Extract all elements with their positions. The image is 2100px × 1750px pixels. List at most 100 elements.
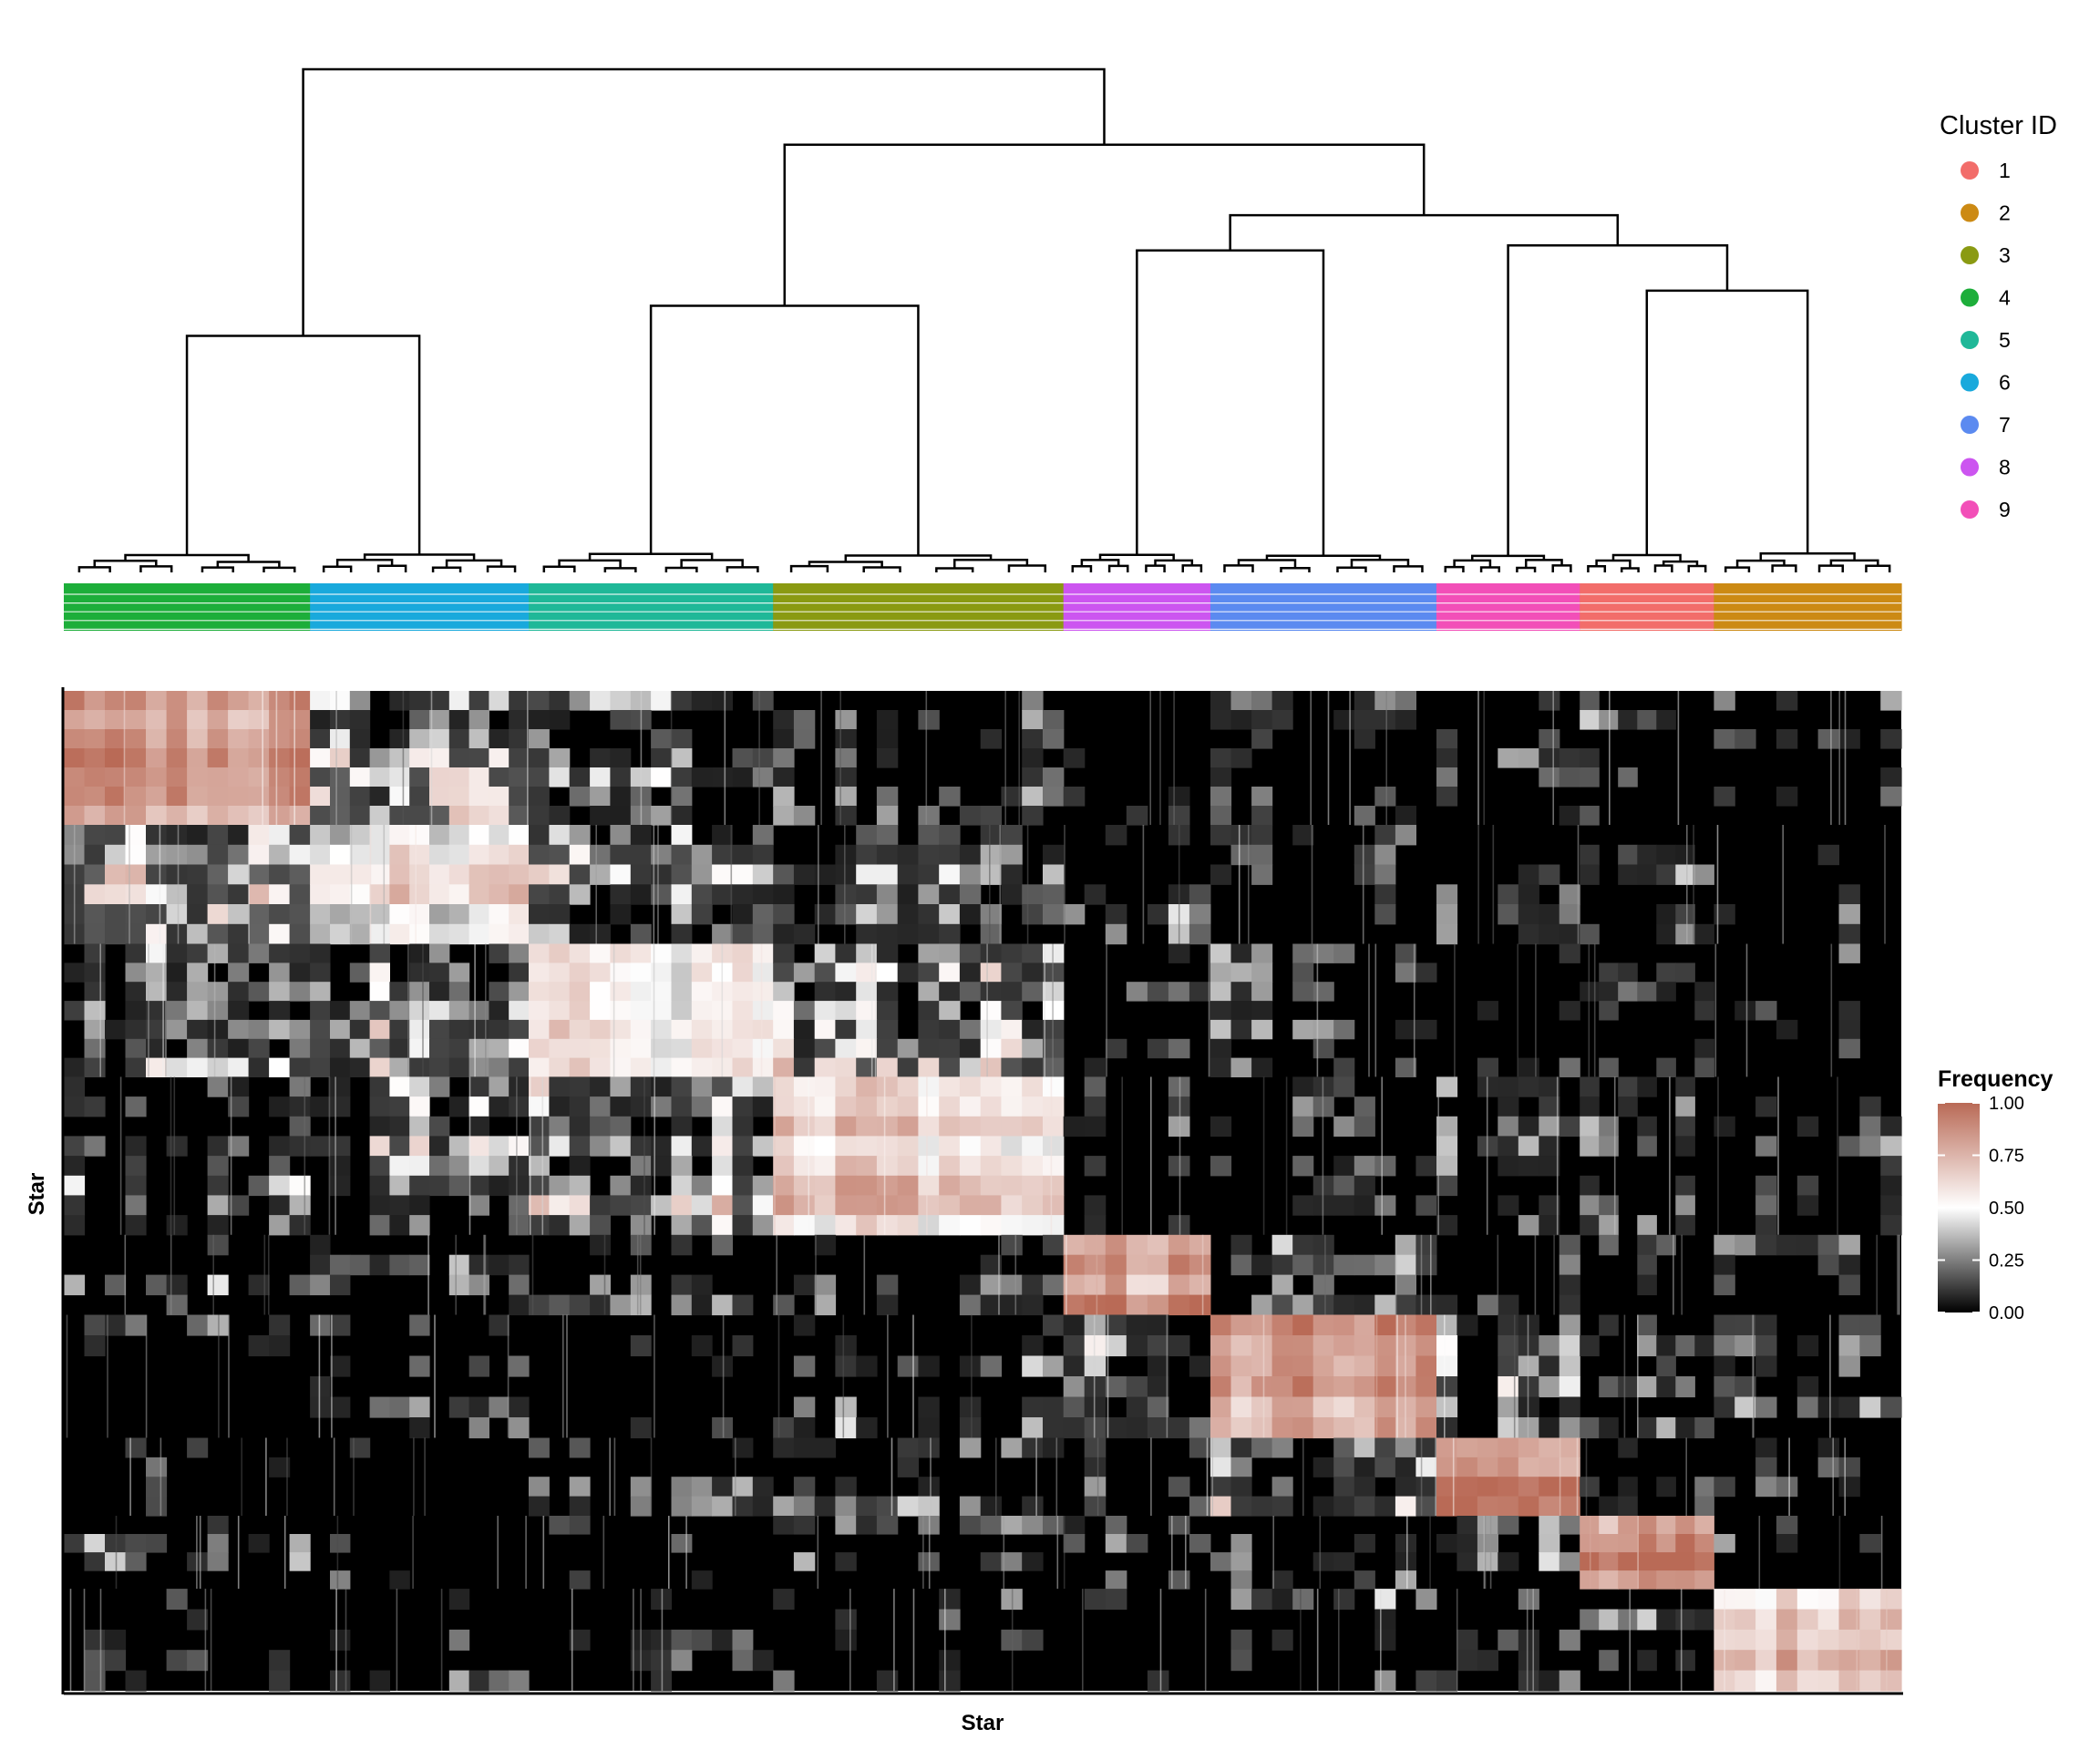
heatmap-block-2-4 (69, 1589, 291, 1692)
heatmap-block-6-1 (1580, 824, 1714, 945)
heatmap-block-1-5 (542, 1516, 713, 1590)
heatmap-block-3-1 (1580, 1076, 1695, 1236)
heatmap-block-5-4 (64, 943, 311, 1077)
heatmap-block-4-6 (310, 691, 530, 826)
heatmap-block-5-6 (310, 943, 530, 1077)
dendrogram-link (322, 565, 353, 572)
legend-key-cluster-1 (1961, 161, 1979, 180)
heatmap-block-2-7 (1230, 1589, 1437, 1692)
heatmap-block-5-9 (1454, 943, 1580, 1077)
dendrogram-link (1771, 564, 1797, 572)
heatmap-block-7-4 (66, 1314, 291, 1438)
legend-label-cluster-6: 6 (1999, 371, 2011, 395)
dendrogram-link (1653, 564, 1673, 572)
heatmap-block-8-5 (529, 1234, 754, 1316)
dendrogram-link (201, 566, 234, 572)
heatmap-block-3-4 (64, 1076, 311, 1236)
heatmap-block-9-3 (773, 1437, 1065, 1517)
dendrogram-link (1181, 564, 1203, 572)
dendrogram-link (262, 566, 296, 572)
dendrogram-link (783, 143, 1426, 306)
heatmap-block-3-8 (1063, 1076, 1190, 1236)
legend-label-cluster-1: 1 (1999, 159, 2011, 182)
dendrogram-link (335, 558, 394, 567)
legend-key-cluster-6 (1961, 373, 1979, 392)
heatmap-block-2-1 (1580, 1589, 1714, 1691)
heatmap-block-3-7 (1210, 1076, 1437, 1235)
heatmap-block-8-8 (1063, 1234, 1211, 1316)
dendrogram-link (1136, 249, 1325, 556)
heatmap-block-1-8 (1063, 1516, 1211, 1590)
heatmap-block-5-2 (1714, 943, 1860, 1077)
heatmap-block-7-5 (562, 1314, 754, 1439)
dendrogram-link (139, 565, 173, 572)
colorbar-tick-label: 0.75 (1989, 1147, 2024, 1167)
heatmap-block-1-2 (1714, 1516, 1883, 1590)
heatmap-block-2-3 (773, 1589, 1044, 1692)
dendrogram-link (1551, 564, 1572, 572)
heatmap-block-6-8 (1063, 824, 1211, 945)
dendrogram-link (1223, 564, 1254, 572)
dendrogram-link (935, 567, 974, 572)
legend-label-cluster-5: 5 (1999, 328, 2011, 352)
heatmap-block-2-9 (1436, 1589, 1580, 1692)
heatmap-block-3-2 (1714, 1076, 1902, 1236)
dendrogram-link (844, 554, 993, 562)
dendrogram-link (664, 566, 698, 572)
dendrogram-link (1280, 567, 1311, 572)
dendrogram-link (542, 565, 576, 572)
heatmap-block-4-5 (529, 691, 774, 826)
heatmap-block-2-6 (330, 1589, 530, 1692)
colorbar-tick-label: 0.00 (1989, 1303, 2024, 1323)
dendrogram-link (808, 561, 883, 568)
dendrogram-link (953, 559, 1029, 569)
heatmap-block-6-9 (1436, 824, 1580, 945)
legend-key-cluster-3 (1961, 246, 1979, 264)
colorbar-tick-label: 0.25 (1989, 1251, 2024, 1271)
heatmap-block-5-3 (773, 943, 1065, 1077)
heatmap-block-6-7 (1210, 824, 1416, 944)
dendrogram-link (1479, 566, 1500, 572)
dendrogram-link (1145, 564, 1166, 572)
dendrogram-link (603, 567, 637, 572)
heatmap-block-9-8 (1084, 1437, 1211, 1517)
heatmap-block-8-1 (1599, 1234, 1683, 1315)
heatmap-block-7-1 (1580, 1314, 1714, 1439)
cluster-legend: Cluster ID 1 2 3 4 5 6 7 8 9 (1940, 111, 2057, 521)
dendrogram-link (1336, 566, 1367, 572)
heatmap-block-7-2 (1714, 1314, 1902, 1438)
dendrogram-link (649, 304, 920, 556)
legend-label-cluster-4: 4 (1999, 286, 2011, 310)
heatmap-block-4-4 (64, 691, 311, 826)
cluster-color-bars (64, 583, 1902, 631)
heatmap-block-9-7 (1210, 1437, 1437, 1517)
dendrogram-link (588, 552, 714, 561)
heatmap-block-4-3 (773, 691, 1065, 826)
dendrogram-link (862, 566, 901, 572)
cluster-bar-6 (310, 583, 530, 631)
dendrogram-link (726, 566, 759, 572)
heatmap-block-8-3 (773, 1234, 1065, 1316)
dendrogram-link (1507, 243, 1729, 556)
dendrogram-link (1724, 566, 1751, 572)
heatmap-block-2-8 (1082, 1589, 1207, 1692)
cluster-legend-title: Cluster ID (1940, 111, 2057, 140)
dendrogram-link (1237, 559, 1297, 569)
heatmap-block-5-1 (1580, 943, 1714, 1077)
dendrogram-link (486, 565, 517, 572)
legend-key-cluster-4 (1961, 288, 1979, 307)
cluster-bar-2 (1714, 583, 1902, 631)
heatmap-block-6-6 (310, 824, 530, 945)
heatmap-block-8-7 (1230, 1234, 1437, 1316)
legend-label-cluster-8: 8 (1999, 456, 2011, 479)
dendrogram-link (1007, 564, 1047, 572)
heatmap-block-4-9 (1436, 691, 1580, 826)
dendrogram-link (1071, 564, 1093, 572)
heatmap-block-7-9 (1436, 1314, 1580, 1439)
dendrogram-link (1817, 564, 1844, 572)
heatmap-block-7-3 (773, 1314, 1065, 1439)
heatmap-block-7-7 (1210, 1314, 1437, 1439)
heatmap-block-8-9 (1436, 1234, 1580, 1316)
heatmap-block-8-2 (1714, 1234, 1900, 1315)
cluster-bar-1 (1580, 583, 1714, 631)
